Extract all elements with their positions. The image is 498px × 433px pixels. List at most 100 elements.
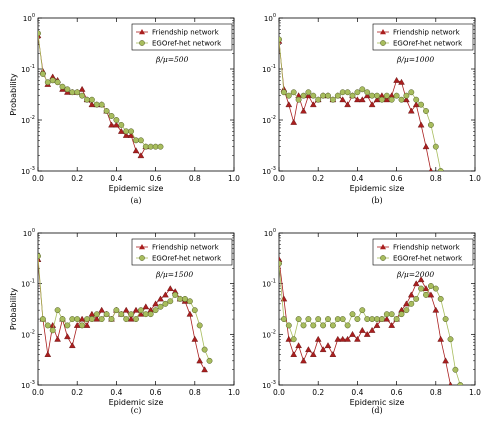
data-point-triangle	[290, 351, 298, 357]
data-point-triangle	[437, 335, 445, 342]
data-point-circle	[320, 322, 327, 329]
data-point-circle	[98, 316, 105, 323]
data-point-circle	[388, 96, 395, 103]
data-point-triangle	[428, 167, 433, 171]
data-point-circle	[69, 316, 76, 323]
x-tick-label: 0.6	[391, 388, 403, 397]
data-point-circle	[310, 322, 317, 329]
data-point-circle	[285, 322, 292, 329]
data-point-circle	[191, 307, 198, 314]
data-point-triangle	[290, 118, 298, 125]
data-point-triangle	[403, 96, 410, 103]
data-point-triangle	[373, 96, 381, 103]
data-point-circle	[113, 117, 120, 123]
data-point-circle	[374, 92, 380, 99]
legend-box	[372, 23, 474, 51]
y-tick-label: 100	[23, 228, 35, 238]
legend-marker-triangle	[139, 244, 145, 250]
data-point-triangle	[334, 335, 342, 342]
legend-marker-circle	[139, 255, 145, 261]
plot-area	[38, 30, 164, 159]
data-point-circle	[285, 92, 292, 99]
data-point-circle	[182, 295, 188, 302]
data-point-circle	[290, 336, 297, 343]
y-tick-label: 10-2	[262, 115, 276, 125]
legend-label: EGOref-het network	[393, 40, 463, 48]
data-point-triangle	[137, 310, 145, 317]
x-tick-label: 0.2	[71, 174, 83, 183]
data-point-triangle	[78, 315, 86, 322]
data-point-circle	[79, 92, 86, 99]
data-point-circle	[305, 316, 312, 323]
data-point-circle	[378, 316, 385, 323]
panel-caption: (a)	[130, 196, 141, 205]
data-point-circle	[364, 89, 371, 96]
x-tick-label: 0.6	[150, 174, 162, 183]
data-point-triangle	[88, 101, 96, 108]
data-point-triangle	[422, 143, 430, 150]
data-point-circle	[39, 316, 46, 323]
data-point-circle	[123, 128, 130, 135]
data-point-circle	[157, 303, 164, 310]
data-point-triangle	[279, 256, 283, 262]
data-point-circle	[152, 307, 159, 314]
data-point-circle	[84, 316, 90, 323]
data-point-circle	[196, 322, 203, 329]
data-point-circle	[79, 322, 86, 329]
data-point-triangle	[166, 285, 174, 292]
data-point-triangle	[393, 76, 400, 83]
data-point-circle	[54, 79, 61, 86]
data-point-triangle	[285, 101, 293, 108]
data-point-circle	[315, 96, 322, 103]
data-point-triangle	[191, 335, 199, 342]
data-point-circle	[403, 92, 410, 99]
legend-label: Friendship network	[152, 244, 220, 252]
data-point-triangle	[422, 285, 430, 292]
data-point-circle	[427, 283, 434, 289]
data-point-triangle	[132, 147, 140, 154]
plot-area	[279, 36, 444, 171]
data-point-circle	[310, 92, 317, 99]
x-tick-label: 0.8	[189, 174, 201, 183]
data-point-circle	[118, 311, 125, 318]
legend-label: Friendship network	[393, 29, 461, 37]
data-point-circle	[93, 311, 100, 318]
data-point-triangle	[442, 357, 449, 364]
legend-label: Friendship network	[152, 29, 220, 37]
axes-frame	[37, 232, 235, 386]
data-point-circle	[418, 285, 425, 292]
y-tick-label: 10-2	[262, 329, 276, 339]
y-axis-label: Probability	[9, 73, 18, 116]
data-point-triangle	[64, 333, 71, 340]
legend: Friendship network EGOref-het network	[131, 238, 233, 266]
data-point-circle	[447, 336, 454, 343]
legend-label: Friendship network	[393, 244, 461, 252]
data-point-circle	[295, 316, 302, 323]
data-point-circle	[172, 291, 179, 298]
data-point-triangle	[417, 121, 425, 128]
data-point-circle	[339, 89, 346, 96]
legend-marker-circle	[380, 255, 386, 261]
data-point-circle	[374, 316, 380, 323]
data-point-circle	[44, 79, 51, 86]
legend-marker-triangle	[380, 29, 386, 35]
data-point-triangle	[117, 127, 125, 134]
legend-box	[131, 238, 233, 266]
data-point-circle	[49, 327, 56, 334]
data-point-triangle	[373, 322, 381, 328]
data-point-triangle	[300, 357, 307, 364]
legend: Friendship network EGOref-het network	[372, 23, 474, 51]
data-point-circle	[44, 322, 51, 329]
data-point-circle	[300, 92, 307, 99]
y-tick-label: 10-3	[21, 166, 35, 176]
x-tick-label: 0.8	[430, 388, 442, 397]
data-point-triangle	[285, 335, 293, 342]
data-point-triangle	[354, 335, 361, 342]
data-point-circle	[108, 113, 115, 119]
data-point-circle	[74, 89, 81, 96]
panel-caption: (b)	[371, 196, 382, 205]
x-tick-label: 0.0	[32, 174, 44, 183]
data-point-triangle	[403, 300, 410, 307]
annotation: β/μ=500	[155, 55, 189, 64]
data-point-circle	[393, 92, 400, 99]
